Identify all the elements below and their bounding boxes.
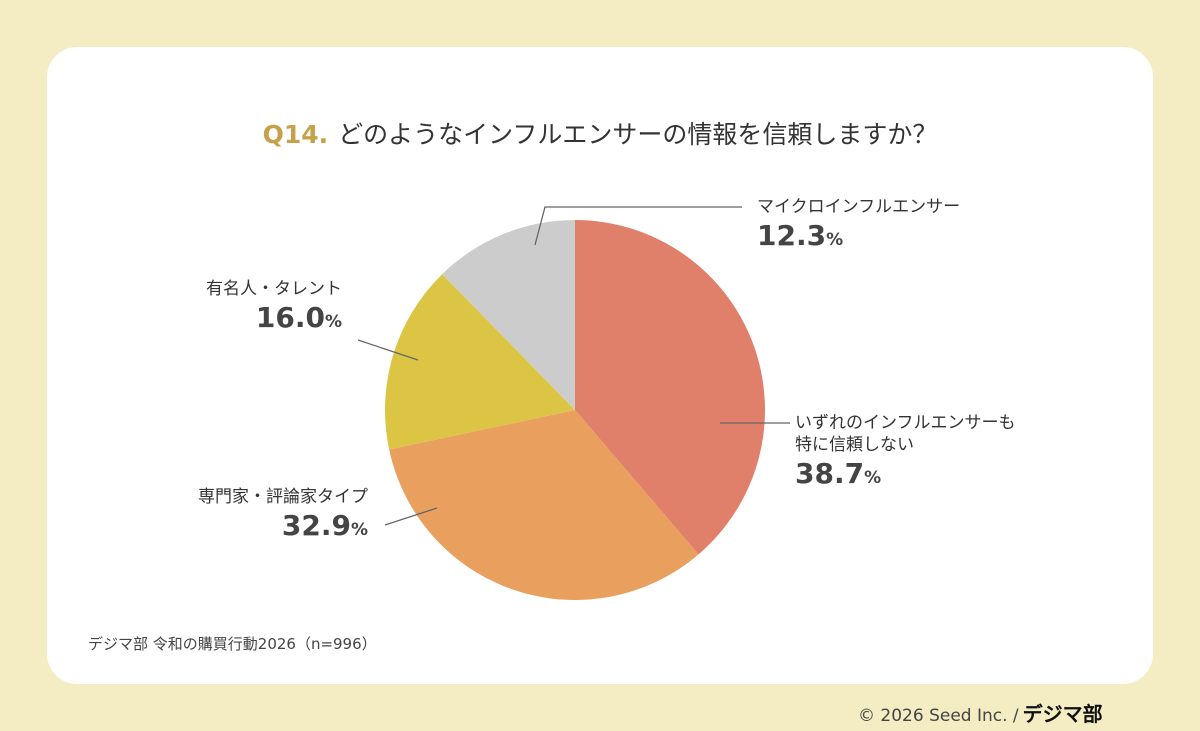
label-line: 専門家・評論家タイプ xyxy=(198,487,368,507)
pie-slice-2 xyxy=(385,274,575,450)
question-number: Q14. xyxy=(262,120,329,149)
leader-line-expert xyxy=(384,507,438,526)
slice-label-none: いずれのインフルエンサーも 特に信頼しない 38.7% xyxy=(795,412,1016,496)
question-text: どのようなインフルエンサーの情報を信頼しますか？ xyxy=(338,120,938,149)
slice-label-expert: 専門家・評論家タイプ 32.9% xyxy=(198,486,368,548)
label-line: マイクロインフルエンサー xyxy=(757,197,961,217)
percent-label: 32.9% xyxy=(281,509,368,542)
pie-slice-0 xyxy=(575,220,765,555)
slice-label-micro: マイクロインフルエンサー 12.3% xyxy=(757,196,960,258)
label-line: 有名人・タレント xyxy=(206,279,342,299)
brand-logo: デジマ部 xyxy=(1022,702,1103,726)
percent-label: 38.7% xyxy=(795,457,882,490)
pie-slice-3 xyxy=(442,220,575,410)
leader-line-micro xyxy=(534,206,742,246)
percent-label: 16.0% xyxy=(255,301,342,334)
slice-label-celebrity: 有名人・タレント 16.0% xyxy=(206,278,342,340)
source-note: デジマ部 令和の購買行動2026（n=996） xyxy=(88,635,377,653)
label-line: 特に信頼しない xyxy=(795,435,914,455)
chart-title: Q14. どのようなインフルエンサーの情報を信頼しますか？ xyxy=(0,115,1200,151)
leader-line-celebrity xyxy=(357,339,419,361)
label-line: いずれのインフルエンサーも xyxy=(795,413,1016,433)
copyright: © 2026 Seed Inc. / デジマ部 xyxy=(858,702,1103,726)
percent-label: 12.3% xyxy=(757,219,844,252)
pie-slice-1 xyxy=(389,410,699,600)
